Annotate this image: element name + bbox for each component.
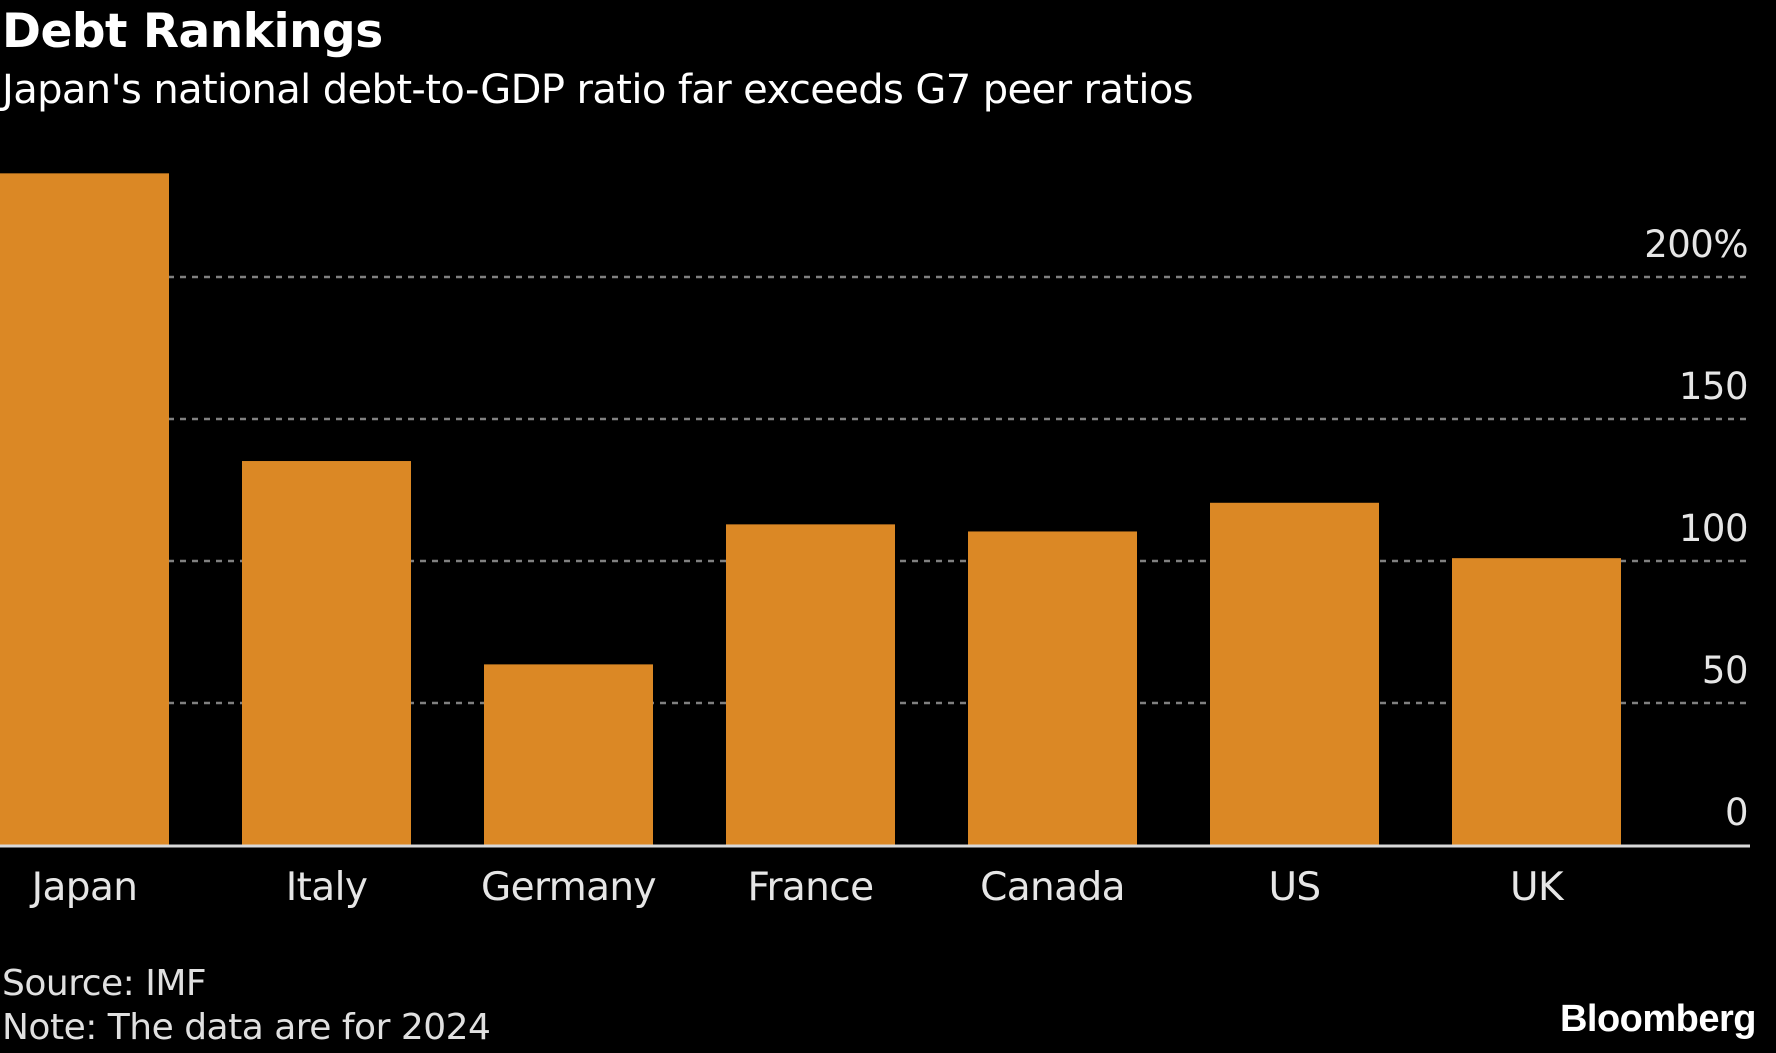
y-tick-label: 50 xyxy=(1702,649,1748,692)
x-tick-label: Canada xyxy=(980,865,1125,910)
x-tick-label: Italy xyxy=(286,865,368,910)
x-tick-label: Japan xyxy=(29,865,138,910)
x-tick-label: Germany xyxy=(481,865,656,910)
chart-title: Debt Rankings xyxy=(2,4,383,59)
x-tick-label: France xyxy=(747,865,873,910)
source-note: Source: IMF xyxy=(2,963,207,1004)
data-note: Note: The data are for 2024 xyxy=(2,1007,491,1048)
bars xyxy=(0,173,1621,846)
bar-france xyxy=(726,524,895,845)
chart-subtitle: Japan's national debt-to-GDP ratio far e… xyxy=(2,67,1194,113)
y-tick-label: 0 xyxy=(1725,791,1748,834)
y-tick-label: 150 xyxy=(1679,365,1748,408)
bloomberg-logo: Bloomberg xyxy=(1559,998,1757,1040)
y-tick-label: 200% xyxy=(1644,223,1748,266)
bar-uk xyxy=(1452,558,1621,845)
x-tick-label: UK xyxy=(1510,865,1565,910)
bar-italy xyxy=(242,461,411,845)
bar-japan xyxy=(0,173,169,846)
bar-us xyxy=(1210,502,1379,845)
bar-canada xyxy=(968,531,1137,845)
x-tick-label: US xyxy=(1268,865,1320,910)
labels: 0 50 100 150 200% Japan Italy Germany France Cana… xyxy=(29,223,1749,910)
bar-germany xyxy=(484,664,653,845)
y-tick-label: 100 xyxy=(1679,507,1748,550)
